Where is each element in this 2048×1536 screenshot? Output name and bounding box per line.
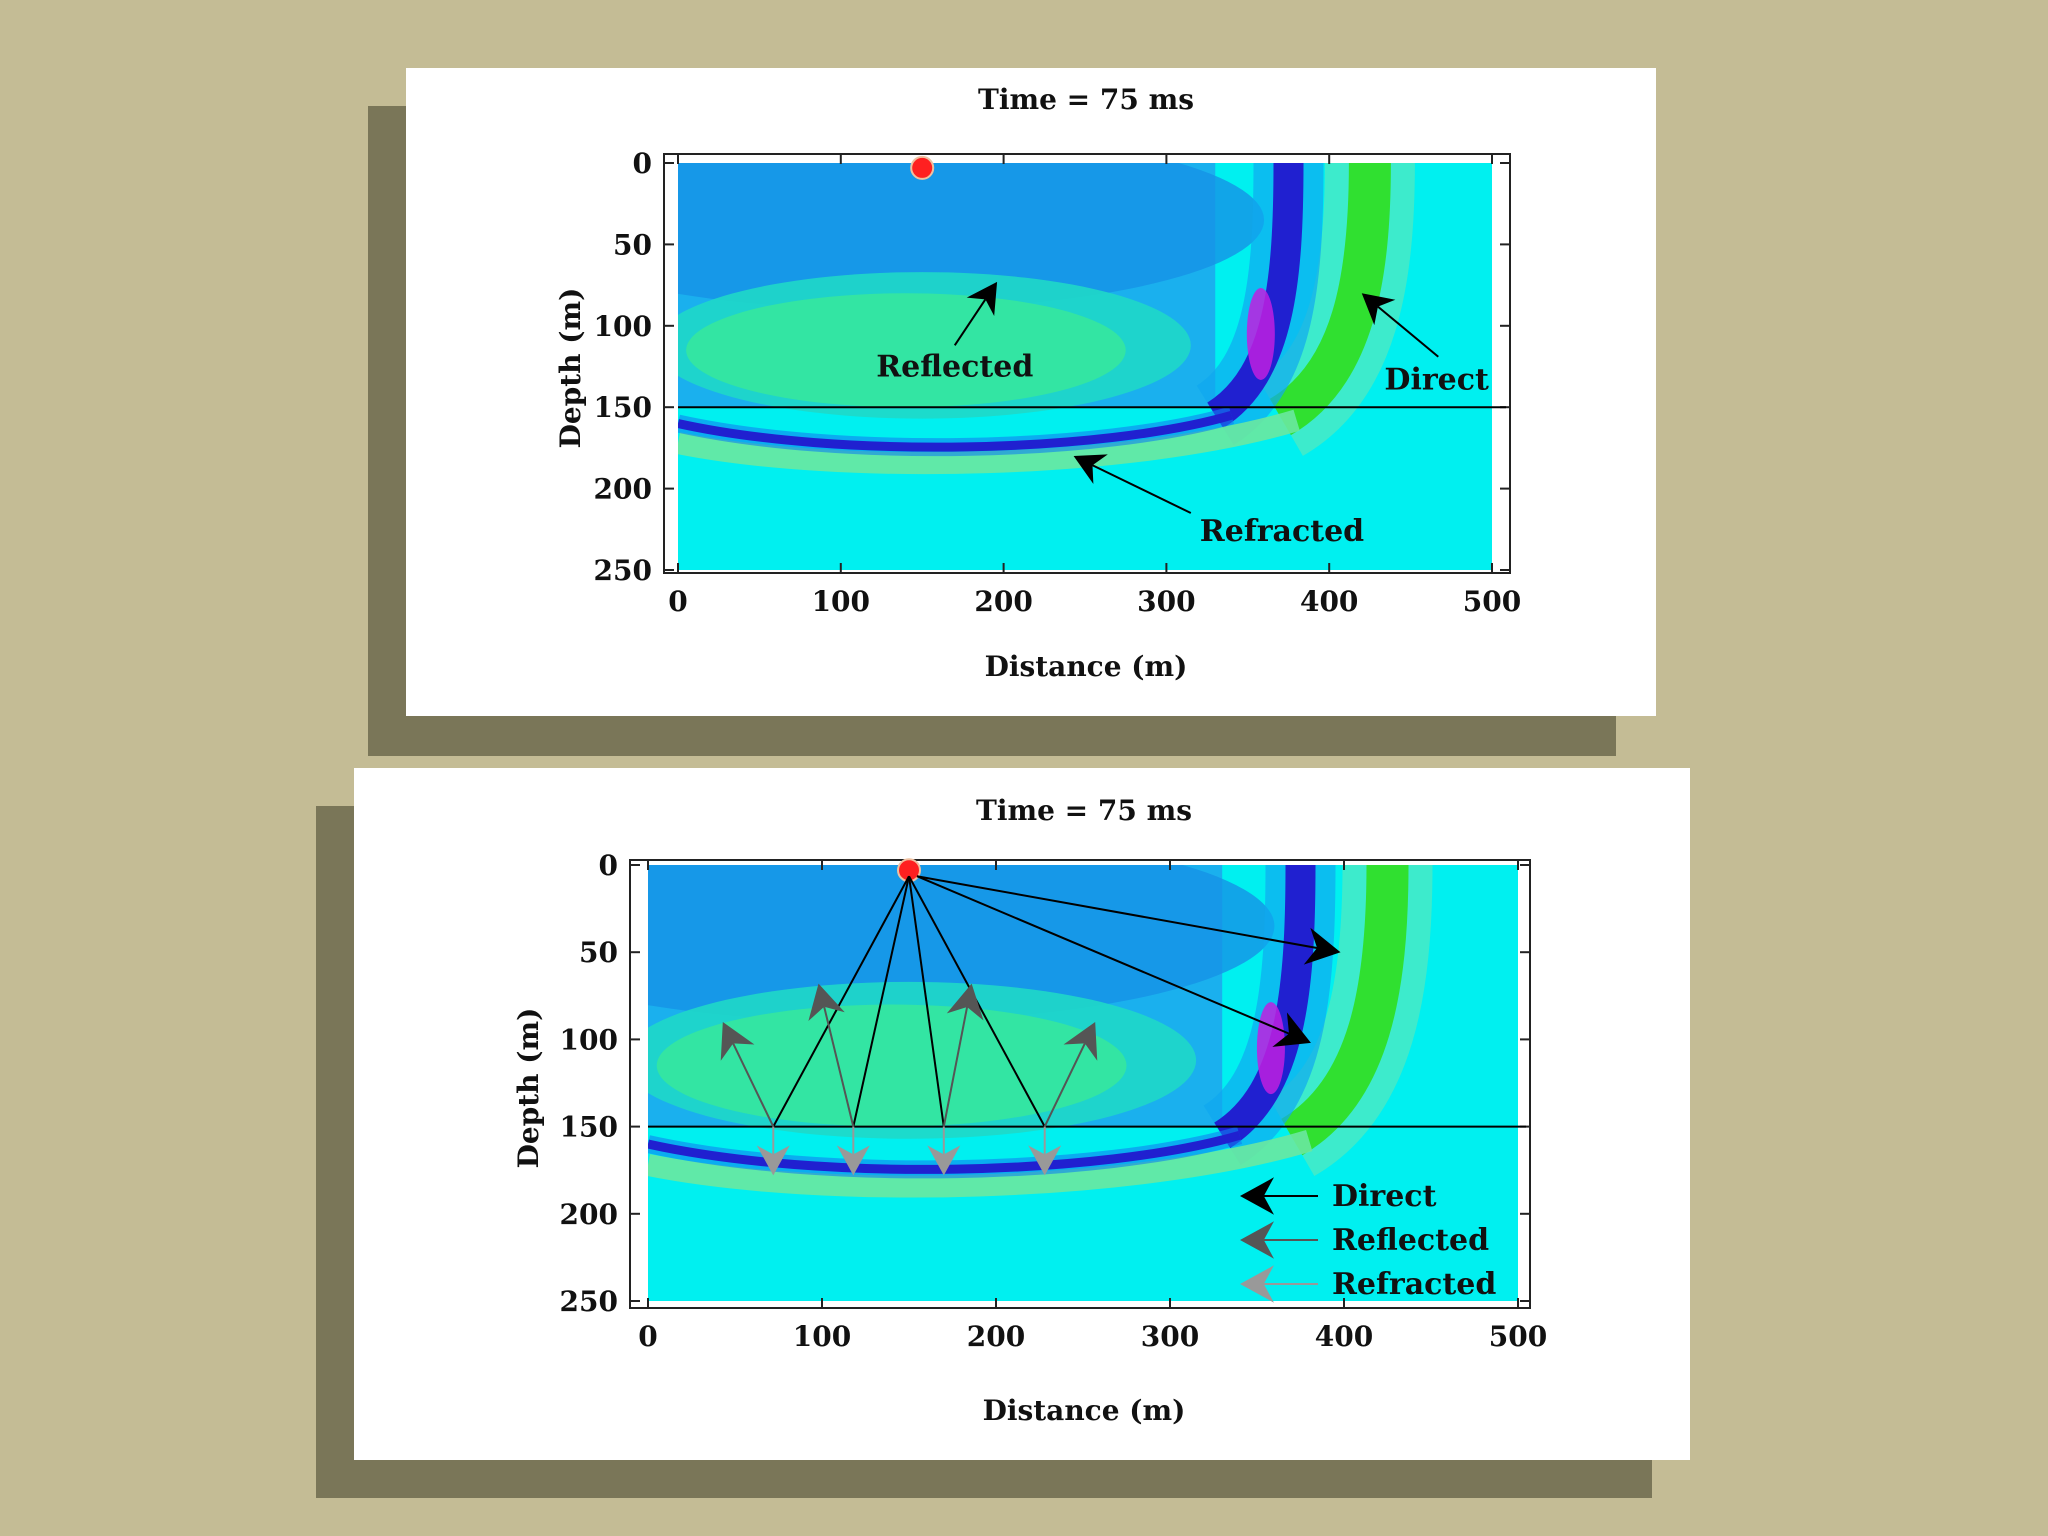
- reflected-ray-line: [1043, 1042, 1086, 1128]
- annotation-arrow-line: [1377, 305, 1439, 358]
- legend-direct-label: Direct: [1332, 1179, 1437, 1214]
- y-axis-label: Depth (m): [512, 1008, 545, 1169]
- x-axis-label: Distance (m): [983, 1394, 1186, 1427]
- wave-snapshot-annotated: 0 100 200 300 400 500 0 50 100 150 200 250 Time = 7…: [554, 83, 1521, 683]
- legend-reflected-arrow-head: [1240, 1221, 1274, 1259]
- chart-title: Time = 75 ms: [978, 83, 1194, 116]
- x-tick-label: 0: [668, 585, 687, 618]
- direct-ray-line: [916, 875, 1290, 1035]
- annotation-arrow-head: [1073, 454, 1108, 484]
- x-tick-label: 0: [638, 1320, 657, 1353]
- y-axis-label: Depth (m): [554, 288, 587, 449]
- refracted-ray-head: [1028, 1145, 1062, 1176]
- legend-reflected-label: Reflected: [1332, 1223, 1489, 1258]
- x-tick-label: 300: [1141, 1320, 1199, 1353]
- legend-refracted-label: Refracted: [1332, 1267, 1496, 1302]
- legend-refracted-arrow-head: [1240, 1265, 1274, 1303]
- x-tick-label: 500: [1489, 1320, 1547, 1353]
- x-tick-label: 300: [1137, 585, 1195, 618]
- x-tick-label: 500: [1463, 585, 1521, 618]
- y-tick-label: 250: [594, 554, 652, 587]
- direct-ray-head: [1272, 1012, 1311, 1047]
- legend-direct-arrow-head: [1240, 1177, 1274, 1215]
- x-axis-label: Distance (m): [985, 650, 1188, 683]
- y-tick-label: 200: [594, 473, 652, 506]
- refracted-ray-head: [927, 1145, 961, 1176]
- y-tick-label: 150: [594, 391, 652, 424]
- incident-ray: [772, 875, 910, 1128]
- plot-frame: [629, 859, 1531, 1309]
- panel-2: 0 100 200 300 400 500 0 50 100 150 200 250 Time = 7…: [354, 768, 1690, 1460]
- plot-frame: [663, 153, 1511, 574]
- reflected-ray-head: [1063, 1021, 1098, 1061]
- x-tick-label: 400: [1300, 585, 1358, 618]
- x-tick-label: 100: [793, 1320, 851, 1353]
- x-tick-label: 200: [967, 1320, 1025, 1353]
- reflected-ray-head: [720, 1021, 755, 1061]
- y-tick-label: 100: [594, 310, 652, 343]
- x-tick-label: 200: [974, 585, 1032, 618]
- panel-1: 0 100 200 300 400 500 0 50 100 150 200 250 Time = 7…: [406, 68, 1656, 716]
- reflected-ray-head: [808, 983, 845, 1022]
- annotation-arrow-head: [1361, 293, 1396, 326]
- incident-ray: [908, 876, 945, 1127]
- y-tick-label: 0: [633, 147, 652, 180]
- refracted-ray-head: [836, 1145, 870, 1176]
- wave-snapshot-raypaths: 0 100 200 300 400 500 0 50 100 150 200 250 Time = 7…: [512, 794, 1547, 1427]
- source-marker: [910, 155, 935, 180]
- y-tick-label: 50: [613, 228, 652, 261]
- x-tick-label: 400: [1315, 1320, 1373, 1353]
- reflected-ray-line: [823, 1006, 855, 1127]
- wavefield-image: [678, 163, 1492, 570]
- y-tick-label: 200: [560, 1198, 618, 1231]
- reflected-ray-head: [946, 983, 984, 1021]
- legend: Direct Reflected Refracted: [1240, 1177, 1496, 1303]
- incident-ray: [852, 876, 910, 1127]
- y-tick-label: 250: [560, 1285, 618, 1318]
- x-tick-label: 100: [812, 585, 870, 618]
- y-tick-label: 100: [560, 1023, 618, 1056]
- annotation-label-refracted: Refracted: [1200, 514, 1364, 549]
- y-tick-label: 0: [599, 849, 618, 882]
- y-tick-label: 50: [579, 936, 618, 969]
- direct-ray-head: [1303, 927, 1341, 965]
- annotation-arrow-head: [966, 281, 998, 316]
- annotation-arrow-line: [953, 298, 987, 346]
- reflected-ray-line: [942, 1006, 969, 1127]
- y-tick-label: 150: [560, 1111, 618, 1144]
- annotation-label-direct: Direct: [1384, 363, 1489, 398]
- annotation-arrow-line: [1092, 464, 1192, 514]
- direct-ray-line: [916, 875, 1318, 949]
- wavefield-image: [648, 865, 1518, 1301]
- reflected-ray-line: [732, 1042, 775, 1128]
- chart-title: Time = 75 ms: [976, 794, 1192, 827]
- annotation-label-reflected: Reflected: [876, 350, 1033, 385]
- refracted-ray-head: [756, 1145, 790, 1176]
